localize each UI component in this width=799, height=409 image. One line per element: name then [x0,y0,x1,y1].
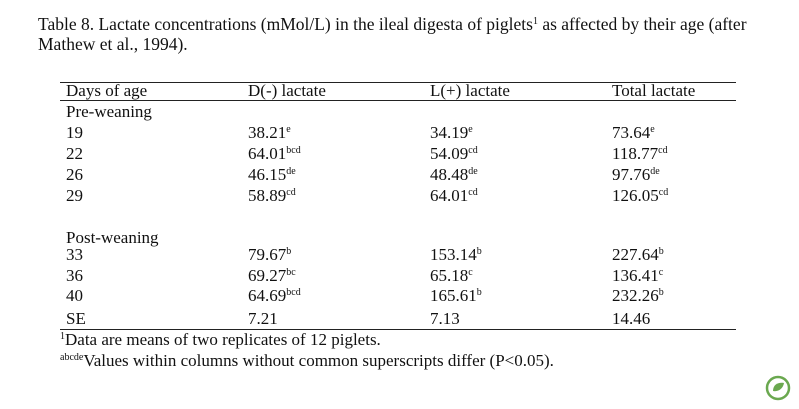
footnote-text: Values within columns without common sup… [83,351,554,370]
footnote: abcdeValues within columns without commo… [60,351,554,370]
cell-sup: b [658,287,664,298]
cell-sup: cd [658,187,669,198]
header-rule [60,100,736,101]
cell-sup: e [468,124,473,135]
caption-rest: as affected by their age (after Mathew e… [38,14,747,54]
group-label: Pre-weaning [66,102,152,121]
cell-value: 65.18 [430,265,469,285]
cell: 79.67b [248,245,291,264]
cell-sup: de [468,166,478,177]
se-value: 7.21 [248,309,278,328]
cell-value: 64.69 [248,286,287,305]
day: 19 [66,123,83,142]
column-header: D(-) lactate [248,81,326,100]
cell-sup: c [658,266,664,278]
cell-value: 118.77 [612,144,659,163]
cell: 97.76de [612,165,660,184]
cell-sup: b [476,246,482,257]
se-value: 7.13 [430,309,460,328]
logo-icon [765,375,791,401]
cell-value: 79.67 [248,245,287,264]
day: 36 [66,265,83,285]
cell: 54.09cd [430,144,478,163]
cell-sup: bc [286,266,296,278]
day: 26 [66,165,83,184]
cell-sup: cd [658,145,668,156]
day: 29 [66,186,83,205]
se-label: SE [66,309,86,328]
caption: Table 8. Lactate concentrations (mMol/L)… [38,14,758,54]
column-header: Total lactate [612,81,696,100]
footnote-text: Data are means of two replicates of 12 p… [65,330,381,349]
cell-sup: b [476,287,482,298]
cell-value: 232.26 [612,286,659,305]
cell: 38.21e [248,123,291,142]
cell: 232.26b [612,286,664,305]
footnote-sup: abcde [60,352,84,363]
cell: 48.48de [430,165,478,184]
cell: 126.05cd [612,186,668,205]
cell-value: 38.21 [248,123,287,142]
cell-value: 136.41 [612,265,659,285]
cell: 69.27bc [248,266,296,285]
group-label: Post-weaning [66,228,159,247]
cell: 64.01cd [430,186,478,205]
cell-value: 73.64 [612,123,651,142]
cell-sup: e [286,124,291,135]
cell: 165.61b [430,286,482,305]
cell-value: 227.64 [612,245,659,264]
cell: 227.64b [612,245,664,264]
cell: 58.89cd [248,186,296,205]
cell: 34.19e [430,123,473,142]
cell-value: 97.76 [612,165,651,184]
cell: 64.69bcd [248,286,301,305]
cell: 46.15de [248,165,296,184]
cell-value: 64.01 [248,144,287,163]
cell: 65.18c [430,266,473,285]
se-value: 14.46 [612,309,651,328]
cell-value: 54.09 [430,144,469,163]
cell-sup: c [468,266,473,278]
top-rule [60,82,736,83]
cell-value: 58.89 [248,186,287,205]
cell-sup: bcd [286,287,301,298]
cell-sup: cd [286,187,296,198]
cell: 64.01bcd [248,144,301,163]
cell-value: 46.15 [248,165,287,184]
cell-value: 69.27 [248,265,287,285]
column-header: L(+) lactate [430,81,510,100]
footnote-sup: 1 [60,331,65,342]
cell-sup: cd [468,187,478,198]
cell-value: 34.19 [430,123,469,142]
cell-value: 165.61 [430,286,477,305]
cell-value: 64.01 [430,186,469,205]
day: 22 [66,144,83,163]
cell-sup: b [658,246,664,257]
cell-sup: e [650,124,655,135]
column-header: Days of age [66,81,148,100]
cell: 136.41c [612,266,663,285]
cell: 153.14b [430,245,482,264]
cell-sup: de [286,166,296,177]
cell-sup: de [650,166,660,177]
cell-value: 153.14 [430,245,477,264]
cell: 73.64e [612,123,655,142]
bottom-rule [60,329,736,330]
cell-value: 126.05 [612,186,659,205]
cell-sup: cd [468,145,478,156]
day: 40 [66,286,83,305]
cell: 118.77cd [612,144,668,163]
caption-sup: 1 [532,16,538,27]
cell-sup: b [286,246,292,257]
footnote: 1Data are means of two replicates of 12 … [60,330,381,349]
cell-value: 48.48 [430,165,469,184]
cell-sup: bcd [286,145,301,156]
caption-text: Table 8. Lactate concentrations (mMol/L)… [38,14,533,34]
day: 33 [66,245,83,264]
